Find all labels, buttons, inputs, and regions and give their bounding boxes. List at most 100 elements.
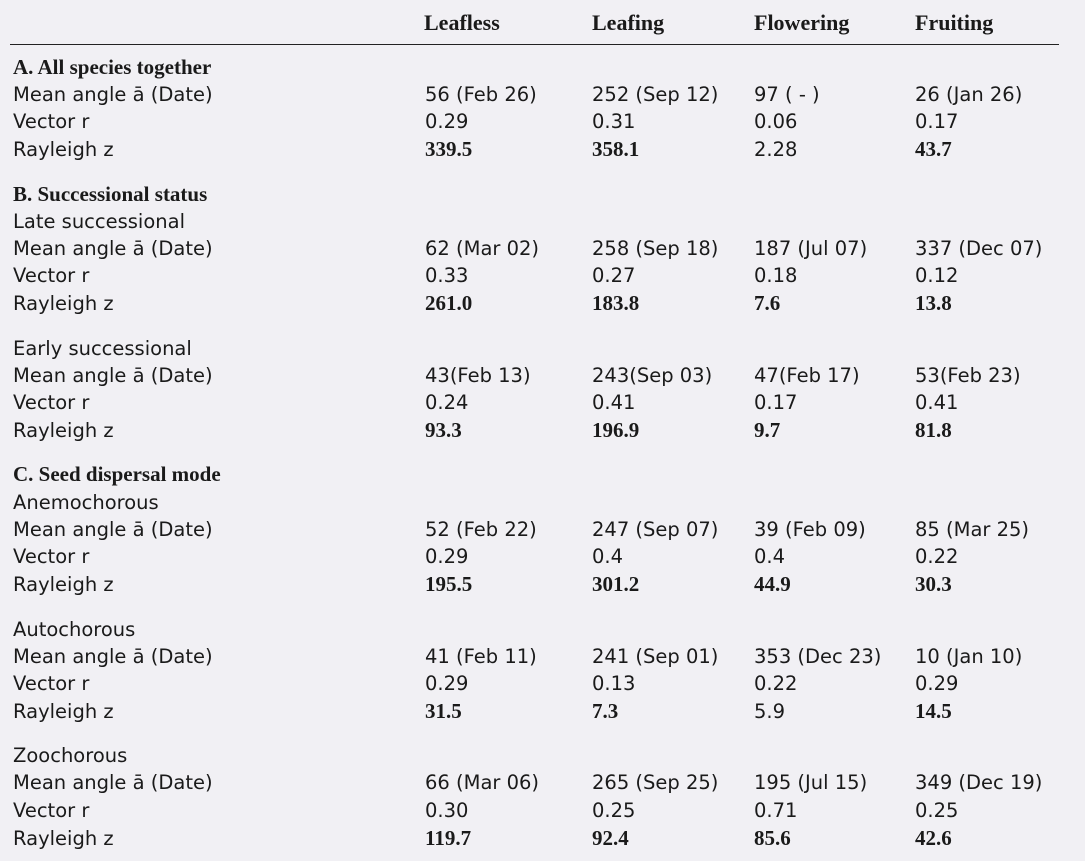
cell-flowering: 187 (Jul 07) (754, 237, 868, 260)
header-rule (10, 44, 1059, 45)
section-heading: C. Seed dispersal mode (13, 462, 221, 486)
cell-leafing: 258 (Sep 18) (592, 237, 719, 260)
cell-flowering: 85.6 (754, 826, 791, 850)
cell-leafing: 196.9 (592, 418, 640, 442)
header-flowering: Flowering (754, 10, 850, 35)
cell-leafless: 261.0 (425, 291, 473, 315)
table-row: Mean angle ā (Date) 41 (Feb 11) 241 (Sep … (0, 643, 1085, 670)
row-label: Vector r (13, 799, 90, 822)
header-fruiting: Fruiting (915, 10, 994, 35)
cell-leafless: 43(Feb 13) (425, 364, 531, 387)
table-row: Mean angle ā (Date) 56 (Feb 26) 252 (Sep 1… (0, 81, 1085, 108)
cell-leafing: 0.13 (592, 672, 636, 695)
cell-leafing: 92.4 (592, 826, 629, 850)
subsection-heading-row: Early successional (0, 335, 1085, 362)
cell-fruiting: 0.29 (915, 672, 959, 695)
cell-fruiting: 349 (Dec 19) (915, 771, 1043, 794)
row-label: Vector r (13, 672, 90, 695)
cell-fruiting: 53(Feb 23) (915, 364, 1021, 387)
cell-flowering: 7.6 (754, 291, 781, 315)
cell-leafing: 183.8 (592, 291, 640, 315)
cell-leafing: 0.31 (592, 110, 636, 133)
row-label: Rayleigh z (13, 292, 114, 315)
row-label: Mean angle ā (Date) (13, 771, 213, 794)
cell-leafless: 41 (Feb 11) (425, 645, 537, 668)
section-heading-row: C. Seed dispersal mode (0, 461, 1085, 488)
cell-leafless: 0.29 (425, 672, 469, 695)
cell-fruiting: 43.7 (915, 137, 952, 161)
cell-leafing: 0.27 (592, 264, 636, 287)
cell-leafless: 52 (Feb 22) (425, 518, 537, 541)
cell-fruiting: 85 (Mar 25) (915, 518, 1030, 541)
row-label: Mean angle ā (Date) (13, 645, 213, 668)
cell-flowering: 5.9 (754, 700, 786, 723)
table-row: Rayleigh z 31.5 7.3 5.9 14.5 (0, 698, 1085, 725)
row-label: Rayleigh z (13, 700, 114, 723)
table-row: Vector r 0.29 0.4 0.4 0.22 (0, 543, 1085, 570)
subsection-heading: Autochorous (13, 618, 136, 641)
subsection-heading: Anemochorous (13, 491, 159, 514)
cell-leafless: 0.24 (425, 391, 469, 414)
cell-leafless: 62 (Mar 02) (425, 237, 540, 260)
cell-leafing: 243(Sep 03) (592, 364, 713, 387)
row-label: Rayleigh z (13, 138, 114, 161)
cell-flowering: 47(Feb 17) (754, 364, 860, 387)
cell-fruiting: 0.17 (915, 110, 959, 133)
cell-flowering: 39 (Feb 09) (754, 518, 866, 541)
row-label: Vector r (13, 110, 90, 133)
cell-leafless: 0.29 (425, 110, 469, 133)
cell-leafing: 358.1 (592, 137, 640, 161)
cell-fruiting: 81.8 (915, 418, 952, 442)
cell-leafless: 66 (Mar 06) (425, 771, 540, 794)
subsection-heading-row: Autochorous (0, 616, 1085, 643)
subsection-heading-row: Anemochorous (0, 489, 1085, 516)
subsection-heading-row: Zoochorous (0, 742, 1085, 769)
row-label: Mean angle ā (Date) (13, 364, 213, 387)
cell-leafing: 252 (Sep 12) (592, 83, 719, 106)
cell-fruiting: 14.5 (915, 699, 952, 723)
cell-fruiting: 26 (Jan 26) (915, 83, 1023, 106)
section-heading: A. All species together (13, 55, 212, 79)
cell-fruiting: 0.25 (915, 799, 959, 822)
cell-fruiting: 0.22 (915, 545, 959, 568)
table-row: Mean angle ā (Date) 43(Feb 13) 243(Sep 03… (0, 362, 1085, 389)
row-label: Mean angle ā (Date) (13, 237, 213, 260)
cell-leafing: 7.3 (592, 699, 619, 723)
subsection-heading: Early successional (13, 337, 192, 360)
table-row: Vector r 0.33 0.27 0.18 0.12 (0, 262, 1085, 289)
cell-flowering: 0.4 (754, 545, 786, 568)
cell-leafing: 0.4 (592, 545, 624, 568)
cell-flowering: 0.17 (754, 391, 798, 414)
cell-leafless: 93.3 (425, 418, 462, 442)
row-label: Vector r (13, 391, 90, 414)
row-label: Rayleigh z (13, 573, 114, 596)
table-row: Mean angle ā (Date) 52 (Feb 22) 247 (Sep 0… (0, 516, 1085, 543)
cell-flowering: 2.28 (754, 138, 798, 161)
cell-leafing: 247 (Sep 07) (592, 518, 719, 541)
subsection-heading: Zoochorous (13, 744, 128, 767)
cell-leafless: 56 (Feb 26) (425, 83, 537, 106)
cell-leafless: 119.7 (425, 826, 472, 850)
row-label: Mean angle ā (Date) (13, 83, 213, 106)
table-row: Rayleigh z 93.3 196.9 9.7 81.8 (0, 417, 1085, 444)
cell-flowering: 0.22 (754, 672, 798, 695)
row-label: Vector r (13, 264, 90, 287)
cell-leafless: 0.30 (425, 799, 469, 822)
cell-flowering: 9.7 (754, 418, 781, 442)
cell-fruiting: 10 (Jan 10) (915, 645, 1023, 668)
header-leafing: Leafing (592, 10, 665, 35)
cell-leafless: 0.33 (425, 264, 469, 287)
cell-leafing: 0.41 (592, 391, 636, 414)
table-row: Mean angle ā (Date) 66 (Mar 06) 265 (Sep 2… (0, 769, 1085, 796)
table-row: Vector r 0.30 0.25 0.71 0.25 (0, 797, 1085, 824)
header-leafless: Leafless (424, 10, 500, 35)
cell-leafing: 265 (Sep 25) (592, 771, 719, 794)
table-row: Vector r 0.24 0.41 0.17 0.41 (0, 389, 1085, 416)
cell-flowering: 0.71 (754, 799, 798, 822)
cell-leafless: 31.5 (425, 699, 462, 723)
cell-flowering: 97 ( - ) (754, 83, 820, 106)
cell-flowering: 0.18 (754, 264, 798, 287)
table-row: Mean angle ā (Date) 62 (Mar 02) 258 (Sep 1… (0, 235, 1085, 262)
row-label: Vector r (13, 545, 90, 568)
